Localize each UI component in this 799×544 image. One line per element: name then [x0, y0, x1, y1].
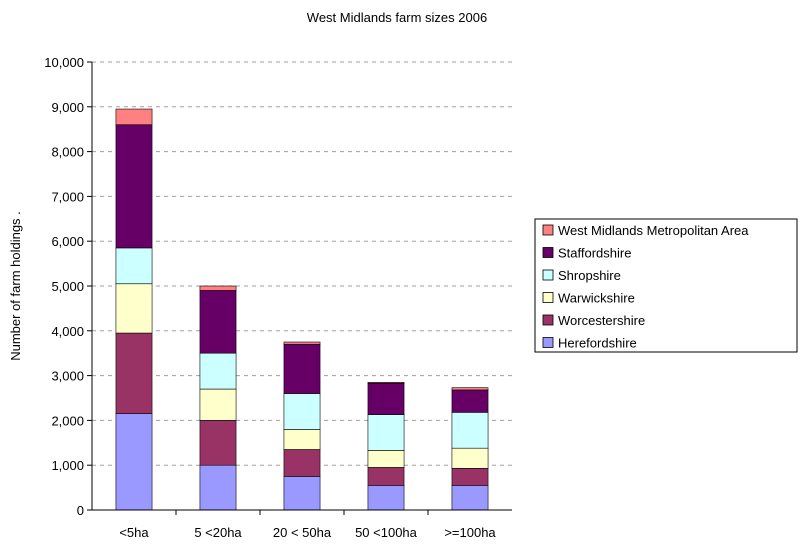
bar-segment [451, 389, 489, 413]
x-tick-label: <5ha [119, 525, 149, 540]
bar-segment [283, 343, 321, 394]
bar-segment [367, 382, 405, 415]
bar-segment [367, 485, 405, 511]
y-axis-label: Number of farm holdings . [8, 211, 23, 361]
legend-label: Staffordshire [558, 246, 631, 261]
y-tick-label: 10,000 [44, 55, 84, 70]
legend: West Midlands Metropolitan Area Staffords… [534, 218, 798, 353]
bar-segment [451, 387, 489, 391]
bar-segment [283, 341, 321, 345]
bars [115, 108, 489, 511]
x-tick-label: 50 <100ha [355, 525, 418, 540]
x-tick-labels: <5ha 5 <20ha 20 < 50ha 50 <100ha >=100ha [119, 510, 496, 540]
bar-segment [451, 485, 489, 511]
bar-segment [367, 450, 405, 468]
bar-segment [367, 414, 405, 451]
y-tick-label: 7,000 [51, 189, 84, 204]
legend-swatch [542, 224, 554, 236]
x-tick-label: >=100ha [444, 525, 496, 540]
bar-segment [451, 412, 489, 449]
chart-title: West Midlands farm sizes 2006 [307, 10, 487, 25]
bar-segment [115, 283, 153, 334]
legend-swatch [542, 247, 554, 258]
y-tick-label: 3,000 [51, 369, 84, 384]
y-tick-label: 5,000 [51, 279, 84, 294]
legend-swatch [542, 314, 554, 326]
bar-segment [367, 382, 405, 384]
bar-segment [115, 124, 153, 249]
legend-swatch [542, 337, 554, 348]
y-tick-label: 4,000 [51, 324, 84, 339]
y-tick-label: 1,000 [51, 458, 84, 473]
bar-segment [115, 108, 153, 126]
bar-segment [199, 352, 237, 390]
y-tick-labels: 0 1,000 2,000 3,000 4,000 5,000 6,000 7,000 8,00… [44, 55, 92, 518]
y-tick-label: 8,000 [51, 145, 84, 160]
bar-segment [199, 285, 237, 291]
bar-segment [115, 413, 153, 511]
y-tick-label: 6,000 [51, 234, 84, 249]
bar-segment [199, 464, 237, 511]
x-tick-label: 5 <20ha [194, 525, 242, 540]
bar-segment [199, 290, 237, 354]
legend-swatch [542, 269, 554, 281]
bar-segment [283, 393, 321, 430]
legend-label: Warwickshire [558, 291, 635, 306]
bar-segment [367, 467, 405, 486]
bar-segment [451, 468, 489, 486]
legend-box [534, 218, 798, 353]
legend-label: Shropshire [558, 268, 621, 283]
x-tick-label: 20 < 50ha [273, 525, 332, 540]
bar-segment [115, 332, 153, 414]
y-tick-label: 0 [77, 503, 84, 518]
legend-label: West Midlands Metropolitan Area [558, 223, 749, 238]
y-tick-label: 2,000 [51, 413, 84, 428]
bar-segment [283, 476, 321, 511]
legend-swatch [542, 292, 554, 303]
y-tick-label: 9,000 [51, 100, 84, 115]
bar-segment [115, 247, 153, 285]
bar-segment [199, 388, 237, 421]
bar-segment [283, 449, 321, 477]
bar-segment [283, 429, 321, 450]
legend-label: Herefordshire [558, 336, 637, 351]
bar-segment [199, 420, 237, 466]
bar-segment [451, 447, 489, 469]
legend-label: Worcestershire [558, 313, 645, 328]
